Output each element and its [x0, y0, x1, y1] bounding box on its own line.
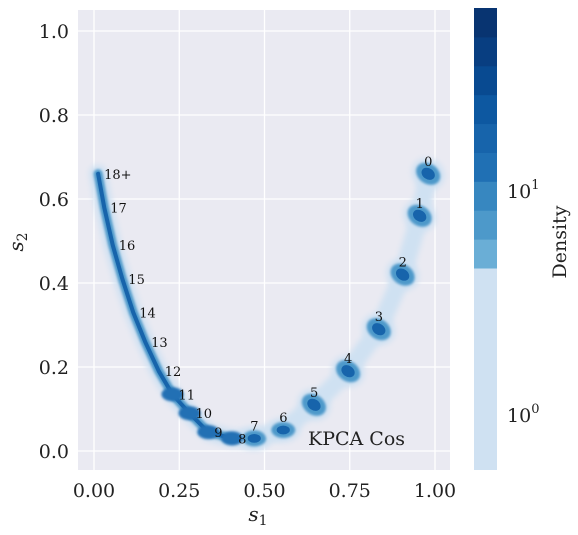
- x-tick-labels: 0.00 0.25 0.50 0.75 1.00: [73, 480, 456, 502]
- x-tick-label: 0.75: [329, 480, 371, 502]
- density-blob-peak: [421, 167, 435, 180]
- y-tick-label: 0.2: [39, 357, 69, 379]
- colorbar-tick-base: 10: [507, 405, 531, 427]
- cluster-label-left: 13: [151, 336, 168, 351]
- cluster-label-left: 15: [128, 273, 145, 288]
- cluster-label-left: 8: [238, 432, 246, 447]
- density-blob-peak: [395, 268, 410, 281]
- cluster-label-right: 1: [416, 197, 424, 212]
- colorbar-band: [474, 94, 497, 125]
- colorbar-band: [474, 181, 497, 211]
- colorbar-band: [474, 152, 497, 182]
- density-blob: [197, 425, 220, 440]
- cluster-label-left: 16: [119, 239, 136, 254]
- cluster-label-right: 3: [375, 310, 383, 325]
- x-axis-label: s1: [248, 502, 267, 529]
- y-axis-label: s2: [4, 232, 31, 251]
- cluster-label-right: 0: [424, 155, 432, 170]
- colorbar-tick-label: 100: [507, 402, 539, 427]
- y-tick-label: 0.6: [39, 189, 69, 211]
- x-tick-label: 0.50: [243, 480, 285, 502]
- y-tick-label: 0.0: [39, 441, 69, 463]
- cluster-label-right: 6: [279, 411, 287, 426]
- y-axis-label-main: s: [4, 241, 28, 251]
- inset-label: KPCA Cos: [308, 428, 405, 450]
- x-axis-label-main: s: [248, 502, 258, 526]
- cluster-label-left: 11: [178, 388, 195, 403]
- colorbar-band: [474, 268, 497, 470]
- colorbar-label: Density: [549, 205, 571, 278]
- density-layer: [89, 158, 445, 451]
- density-peak-left: [96, 171, 235, 441]
- colorbar: [474, 8, 497, 470]
- colorbar-band: [474, 8, 497, 38]
- cluster-label-left: 10: [195, 407, 212, 422]
- colorbar-tick-exp: 0: [531, 402, 539, 417]
- y-tick-label: 0.4: [39, 273, 69, 295]
- cluster-label-right: 7: [250, 419, 258, 434]
- y-axis-label-sub: 2: [15, 232, 31, 241]
- y-tick-label: 0.8: [39, 105, 69, 127]
- colorbar-tick-base: 10: [507, 181, 531, 203]
- colorbar-band: [474, 36, 497, 67]
- density-blob-peak: [276, 425, 290, 435]
- x-tick-label: 0.25: [158, 480, 200, 502]
- y-tick-labels: 0.0 0.2 0.4 0.6 0.8 1.0: [39, 21, 69, 463]
- colorbar-tick-exp: 1: [531, 178, 539, 193]
- density-blob: [221, 431, 244, 446]
- colorbar-tick-label: 101: [507, 178, 539, 203]
- cluster-label-left: 14: [139, 306, 156, 321]
- colorbar-band: [474, 239, 497, 269]
- cluster-label-left: 12: [165, 365, 182, 380]
- cluster-label-right: 5: [310, 386, 318, 401]
- cluster-label-right: 4: [344, 352, 352, 367]
- cluster-label-left: 9: [214, 426, 222, 441]
- colorbar-band: [474, 65, 497, 96]
- density-blob-peak: [341, 365, 355, 378]
- x-axis-label-sub: 1: [259, 513, 268, 529]
- density-blob-peak: [413, 209, 427, 222]
- x-tick-label: 1.00: [414, 480, 456, 502]
- y-tick-label: 1.0: [39, 21, 69, 43]
- density-blob-peak: [372, 323, 386, 336]
- cluster-label-right: 2: [399, 256, 407, 271]
- colorbar-band: [474, 123, 497, 153]
- cluster-label-left: 17: [110, 201, 127, 216]
- density-blob-peak: [307, 398, 321, 411]
- density-blob: [161, 387, 184, 402]
- x-tick-label: 0.00: [73, 480, 115, 502]
- colorbar-band: [474, 210, 497, 240]
- density-blob-peak: [247, 434, 261, 443]
- grid: [78, 10, 450, 470]
- density-blob: [178, 406, 201, 421]
- cluster-label-left: 18+: [104, 168, 131, 183]
